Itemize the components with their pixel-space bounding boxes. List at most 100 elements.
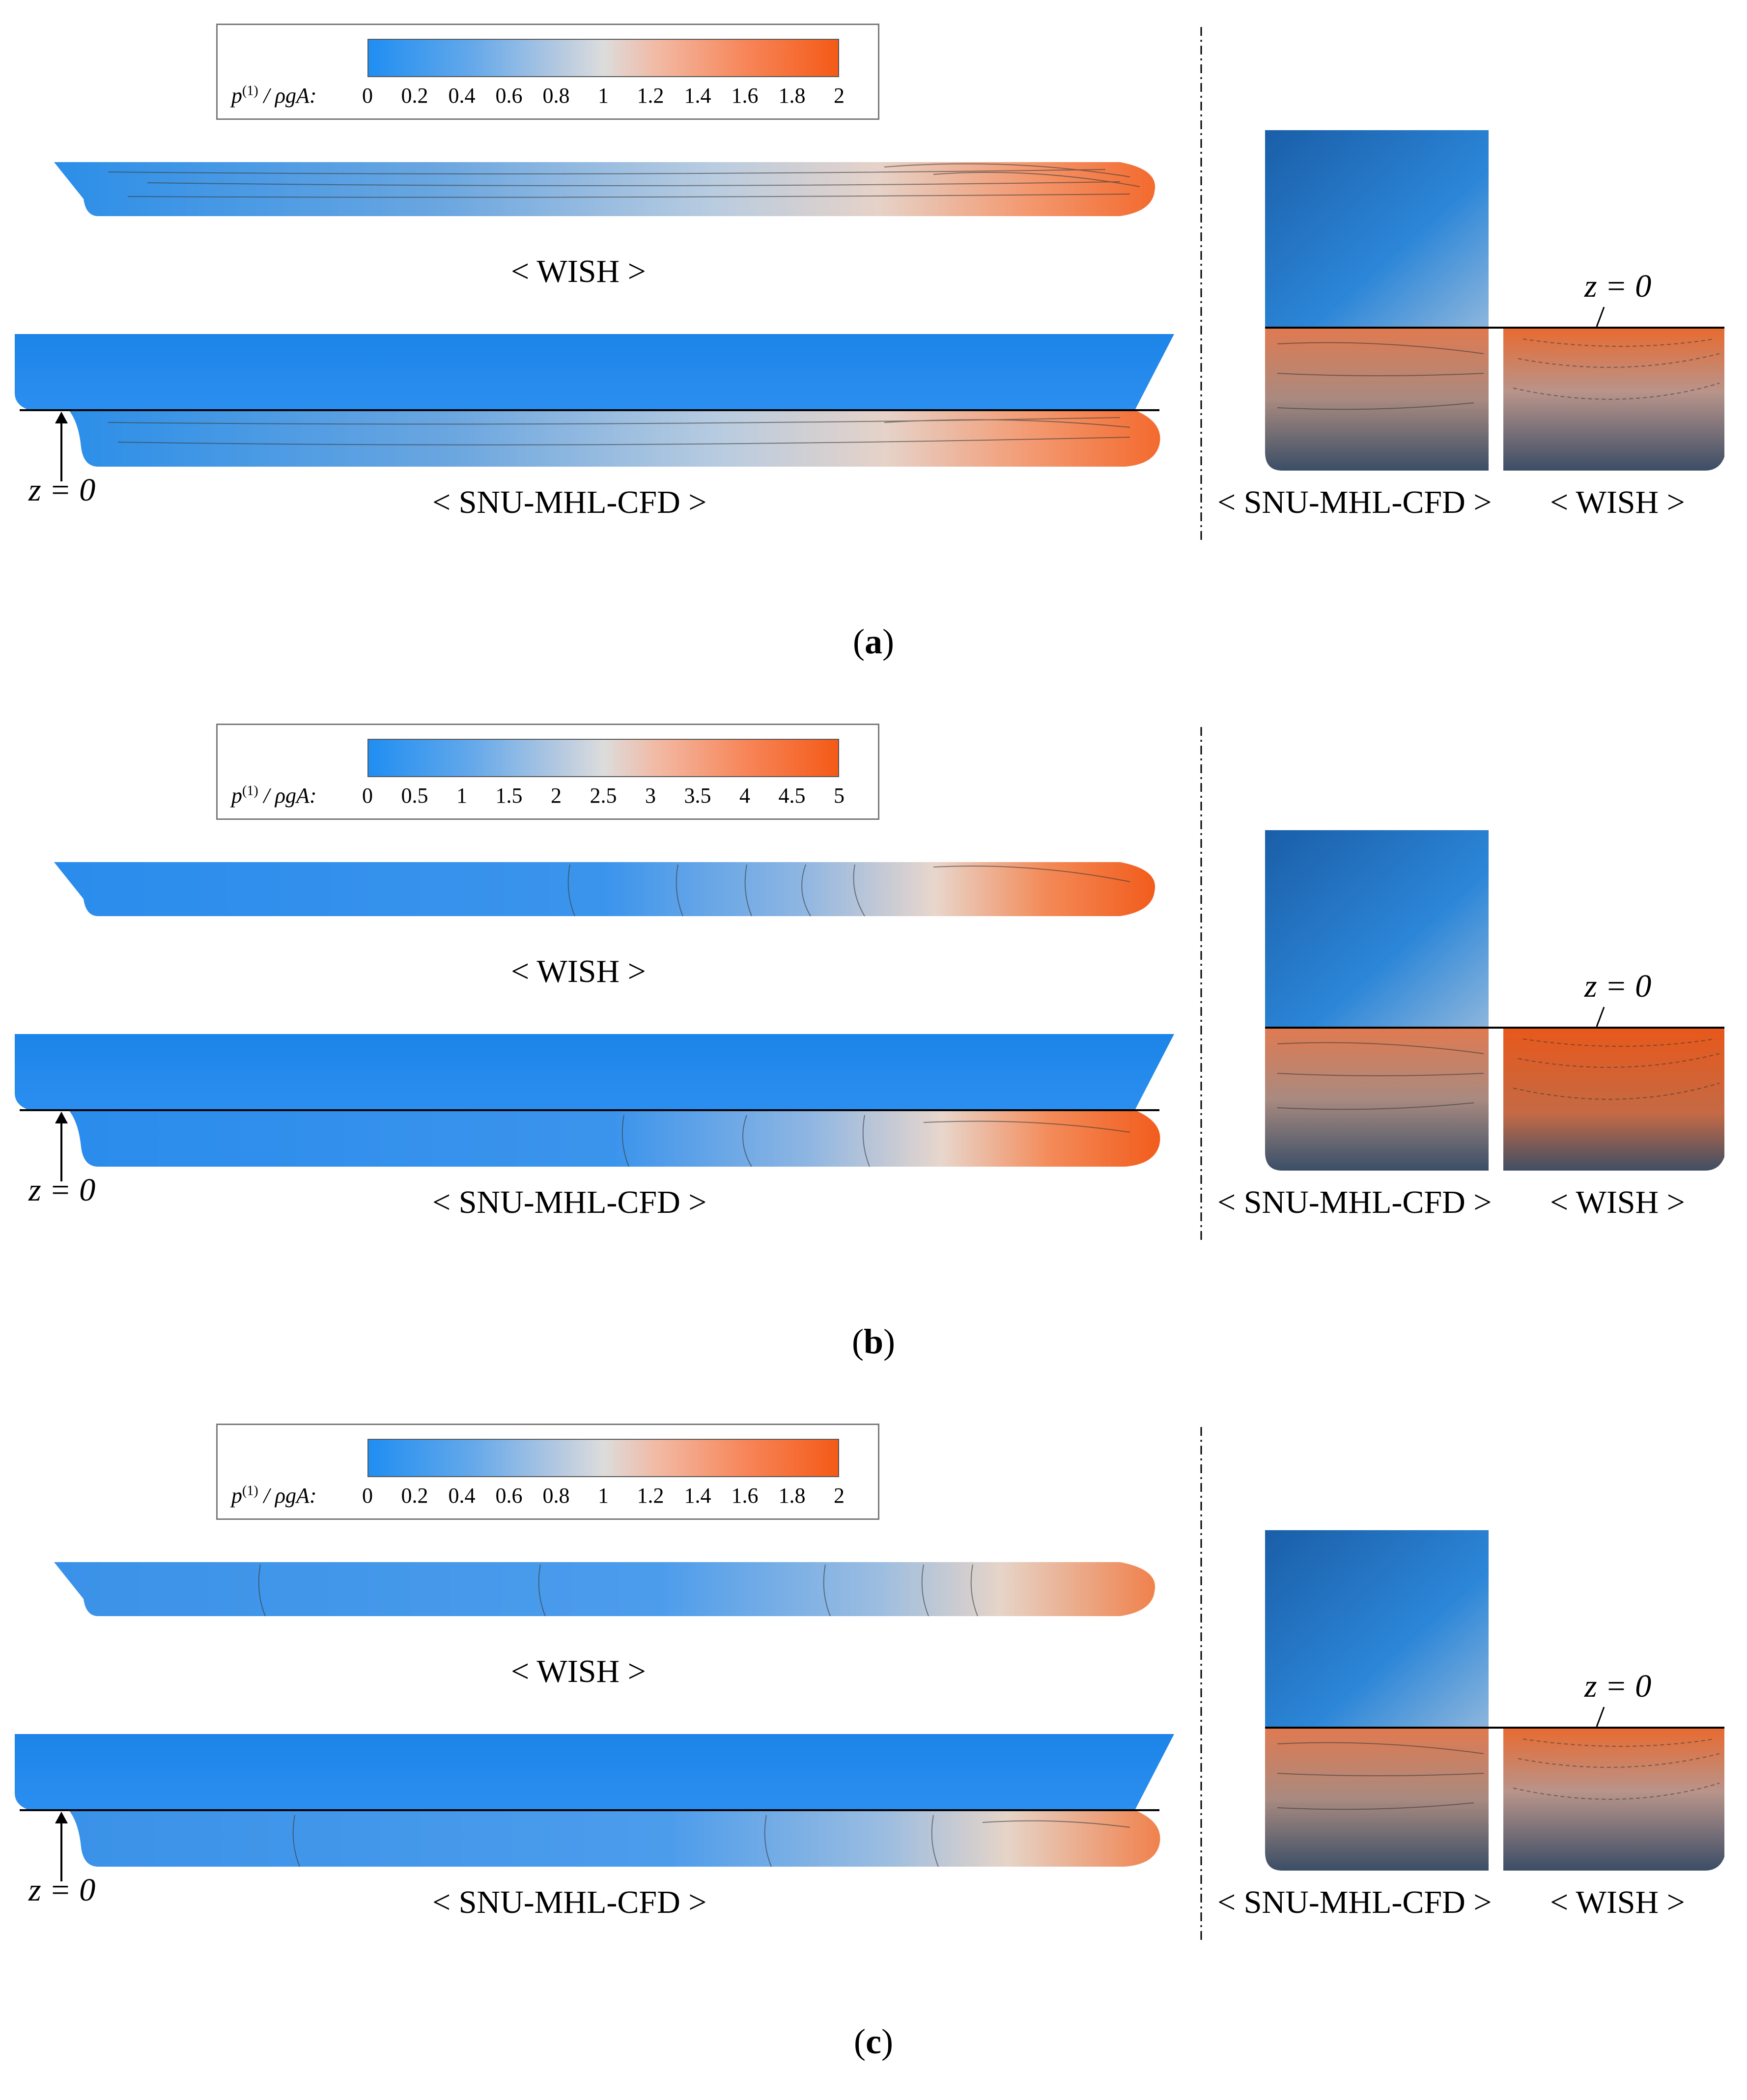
colorbar-tick-label: 0 xyxy=(362,1484,373,1508)
colorbar-tick-label: 1.4 xyxy=(684,84,711,108)
colorbar-tick-label: 0.4 xyxy=(448,1484,476,1508)
colorbar-tick-label: 0.2 xyxy=(401,1484,428,1508)
colorbar-tick-label: 0 xyxy=(362,784,373,808)
wish-front-label: < WISH > xyxy=(1550,484,1685,520)
colorbar-ticks: 0 0.2 0.4 0.6 0.8 1 1.2 1.4 1.6 1.8 2 xyxy=(354,83,855,112)
colorbar-tick-label: 0.2 xyxy=(401,84,428,108)
z-label-side-text: z = 0 xyxy=(28,1172,96,1208)
z-front-pointer xyxy=(1596,1007,1605,1027)
colorbar-label-sup: (1) xyxy=(242,783,258,799)
wish-front-contours xyxy=(1513,1738,1720,1800)
caption-a: (a) xyxy=(0,621,1747,662)
wish-side-label: < WISH > xyxy=(511,953,646,989)
colorbar-ticks: 0 0.2 0.4 0.6 0.8 1 1.2 1.4 1.6 1.8 2 xyxy=(354,1483,855,1512)
cfd-side-label: < SNU-MHL-CFD > xyxy=(432,1184,707,1220)
caption-c: (c) xyxy=(0,2021,1747,2062)
cfd-side-deck xyxy=(15,1034,1174,1110)
panel-c: p(1) / ρgA: 0 0.2 0.4 0.6 0.8 1 1.2 1.4 1.6 1.8 2 … xyxy=(0,1400,1747,2100)
colorbar-label: p(1) / ρgA: xyxy=(231,1483,317,1508)
colorbar-tick-label: 4 xyxy=(739,784,750,808)
cfd-front-label: < SNU-MHL-CFD > xyxy=(1217,1184,1492,1220)
colorbar-tick-label: 0.6 xyxy=(495,1484,523,1508)
colorbar-tick-label: 1.4 xyxy=(684,1484,711,1508)
caption-b: (b) xyxy=(0,1321,1747,1362)
colorbar-gradient xyxy=(367,1439,839,1477)
colorbar-label-rest: / ρgA: xyxy=(258,784,317,808)
z-label-front: z = 0 xyxy=(1584,1668,1651,1705)
caption-c-close: ) xyxy=(881,2022,893,2061)
wish-side-label: < WISH > xyxy=(511,253,646,289)
z-label-front-text: z = 0 xyxy=(1584,1668,1652,1704)
cfd-front-contours xyxy=(1277,1042,1484,1110)
colorbar-tick-label: 0.8 xyxy=(542,1484,570,1508)
z-label-side: z = 0 xyxy=(28,1172,95,1209)
z-label-front: z = 0 xyxy=(1584,968,1651,1005)
wish-front-hull xyxy=(1503,1728,1724,1871)
panel-a-artwork xyxy=(15,27,1724,543)
colorbar-tick-label: 1 xyxy=(456,784,467,808)
colorbar-label: p(1) / ρgA: xyxy=(231,83,317,108)
wish-side-hull xyxy=(54,162,1155,216)
wish-front-hull xyxy=(1503,328,1724,471)
z-front-pointer xyxy=(1596,1707,1605,1727)
wish-side-contour-lines xyxy=(258,1564,978,1617)
z-front-pointer xyxy=(1596,307,1605,327)
panel-a: p(1) / ρgA: 0 0.2 0.4 0.6 0.8 1 1.2 1.4 1.6 1.8 2 … xyxy=(0,0,1747,700)
panel-b-artwork xyxy=(15,727,1724,1243)
cfd-front-upper xyxy=(1265,830,1489,1028)
colorbar-gradient xyxy=(367,39,839,77)
colorbar-tick-label: 0.4 xyxy=(448,84,476,108)
caption-c-open: ( xyxy=(854,2022,866,2061)
cfd-side-deck xyxy=(15,1734,1174,1810)
cfd-side-hull-below xyxy=(69,410,1160,467)
colorbar-label-sup: (1) xyxy=(242,83,258,99)
colorbar-box: p(1) / ρgA: 0 0.2 0.4 0.6 0.8 1 1.2 1.4 1.6 1.8 2 xyxy=(216,1424,879,1520)
wish-front-label: < WISH > xyxy=(1550,1184,1685,1220)
wish-side-contour-lines xyxy=(108,163,1140,198)
colorbar-ticks: 0 0.5 1 1.5 2 2.5 3 3.5 4 4.5 5 xyxy=(354,783,855,812)
wish-front-hull xyxy=(1503,1028,1724,1171)
z-label-front-text: z = 0 xyxy=(1584,968,1652,1004)
caption-a-close: ) xyxy=(882,622,894,661)
cfd-front-lower xyxy=(1265,1028,1489,1171)
z-arrow-side-head xyxy=(55,1812,68,1823)
caption-c-letter: c xyxy=(866,2022,881,2061)
wish-front-label: < WISH > xyxy=(1550,1884,1685,1920)
colorbar-tick-label: 0 xyxy=(362,84,373,108)
cfd-front-label: < SNU-MHL-CFD > xyxy=(1217,1884,1492,1920)
wish-side-hull xyxy=(54,1562,1155,1616)
colorbar-tick-label: 1.2 xyxy=(637,84,664,108)
colorbar-tick-label: 1 xyxy=(598,1484,609,1508)
cfd-front-contours xyxy=(1277,1742,1484,1810)
colorbar-tick-label: 2.5 xyxy=(590,784,617,808)
caption-a-open: ( xyxy=(853,622,865,661)
colorbar-tick-label: 3.5 xyxy=(684,784,711,808)
cfd-side-hull-below xyxy=(69,1110,1160,1167)
wish-side-hull xyxy=(54,862,1155,916)
colorbar-label-rest: / ρgA: xyxy=(258,84,317,108)
panel-b: p(1) / ρgA: 0 0.5 1 1.5 2 2.5 3 3.5 4 4.5 5 < WISH… xyxy=(0,700,1747,1400)
colorbar-gradient xyxy=(367,739,839,777)
z-arrow-side-head xyxy=(55,1112,68,1123)
z-label-side: z = 0 xyxy=(28,1872,95,1909)
cfd-side-hull-below xyxy=(69,1810,1160,1867)
wish-side-contour-lines xyxy=(567,864,1130,917)
cfd-side-label: < SNU-MHL-CFD > xyxy=(432,484,707,520)
colorbar-label: p(1) / ρgA: xyxy=(231,783,317,808)
colorbar-label-p: p xyxy=(231,84,242,108)
colorbar-tick-label: 0.8 xyxy=(542,84,570,108)
z-label-front: z = 0 xyxy=(1584,268,1651,305)
colorbar-box: p(1) / ρgA: 0 0.2 0.4 0.6 0.8 1 1.2 1.4 1.6 1.8 2 xyxy=(216,24,879,120)
cfd-front-contours xyxy=(1277,342,1484,410)
colorbar-tick-label: 5 xyxy=(834,784,845,808)
wish-front-contours xyxy=(1513,338,1720,400)
cfd-front-lower xyxy=(1265,1728,1489,1871)
colorbar-tick-label: 4.5 xyxy=(778,784,806,808)
colorbar-tick-label: 1.8 xyxy=(778,84,806,108)
cfd-front-lower xyxy=(1265,328,1489,471)
colorbar-label-p: p xyxy=(231,1484,242,1508)
cfd-side-deck xyxy=(15,334,1174,410)
colorbar-tick-label: 1.2 xyxy=(637,1484,664,1508)
colorbar-tick-label: 1 xyxy=(598,84,609,108)
wish-side-label: < WISH > xyxy=(511,1653,646,1689)
